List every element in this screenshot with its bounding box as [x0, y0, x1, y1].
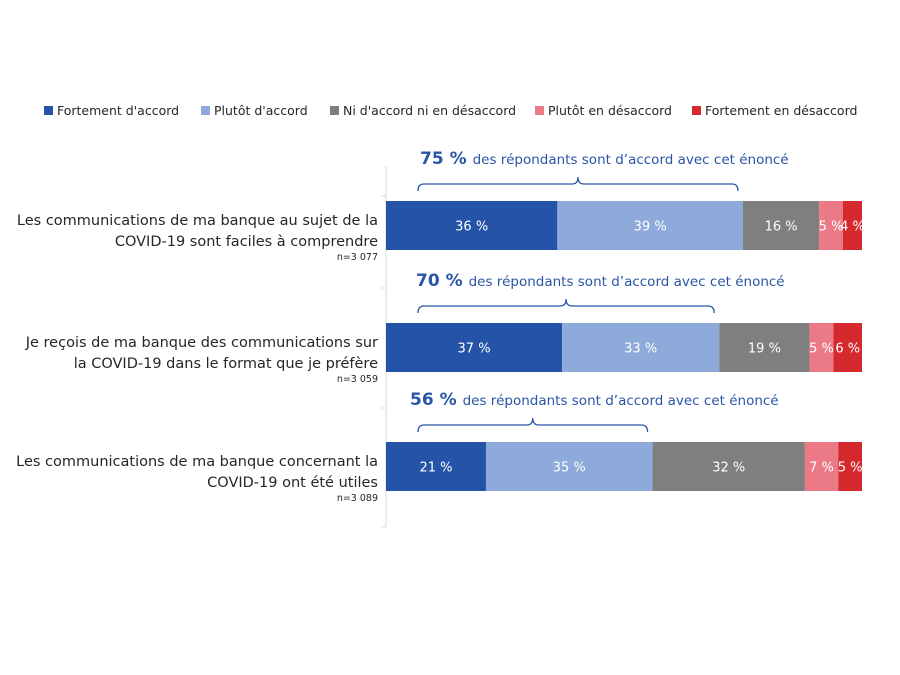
bar-segment: [743, 201, 820, 250]
category-label: Je reçois de ma banque des communication…: [25, 335, 378, 351]
legend-label: Fortement d'accord: [57, 103, 179, 118]
data-label: 39 %: [634, 220, 667, 235]
bar-row: Les communications de ma banque au sujet…: [17, 149, 865, 263]
legend-swatch: [692, 106, 701, 115]
legend-swatch: [201, 106, 210, 115]
bar-segment: [804, 442, 839, 491]
category-label: COVID-19 ont été utiles: [207, 475, 378, 491]
data-label: 16 %: [765, 220, 798, 235]
sample-size-label: n=3 059: [337, 374, 378, 385]
sample-size-label: n=3 089: [337, 493, 378, 504]
category-label: COVID-19 sont faciles à comprendre: [115, 234, 378, 250]
legend-swatch: [535, 106, 544, 115]
data-label: 5 %: [809, 342, 834, 357]
bar-row: Les communications de ma banque concerna…: [16, 390, 862, 504]
sample-size-label: n=3 077: [337, 252, 378, 263]
data-label: 21 %: [419, 461, 452, 476]
bar-segment: [386, 323, 563, 372]
agreement-percent: 56 %: [410, 390, 457, 410]
agreement-text: des répondants sont d’accord avec cet én…: [469, 274, 785, 290]
category-label: Les communications de ma banque au sujet…: [17, 213, 378, 229]
legend-swatch: [44, 106, 53, 115]
data-label: 35 %: [553, 461, 586, 476]
data-label: 19 %: [748, 342, 781, 357]
bar-segment: [485, 442, 653, 491]
data-label: 33 %: [624, 342, 657, 357]
bar-segment: [557, 201, 743, 250]
bar-segment: [833, 323, 862, 372]
data-label: 5 %: [819, 220, 844, 235]
data-label: 37 %: [458, 342, 491, 357]
bar-segment: [819, 201, 843, 250]
bar-row: Je reçois de ma banque des communication…: [25, 271, 862, 385]
legend-swatch: [330, 106, 339, 115]
bar-segment: [386, 201, 558, 250]
category-label: la COVID-19 dans le format que je préfèr…: [74, 356, 378, 372]
data-label: 7 %: [809, 461, 834, 476]
agreement-text: des répondants sont d’accord avec cet én…: [463, 393, 779, 409]
data-label: 5 %: [838, 461, 863, 476]
agreement-percent: 75 %: [420, 149, 467, 169]
bar-segment: [562, 323, 720, 372]
agreement-text: des répondants sont d’accord avec cet én…: [473, 152, 789, 168]
legend-label: Ni d'accord ni en désaccord: [343, 103, 516, 118]
legend-label: Fortement en désaccord: [705, 103, 857, 118]
category-label: Les communications de ma banque concerna…: [16, 454, 378, 470]
bar-segment: [809, 323, 834, 372]
legend-label: Plutôt en désaccord: [548, 103, 672, 118]
data-label: 4 %: [840, 220, 865, 235]
data-label: 36 %: [455, 220, 488, 235]
agreement-annotation: 56 % des répondants sont d’accord avec ce…: [410, 390, 779, 410]
bar-segment: [386, 442, 486, 491]
data-label: 6 %: [835, 342, 860, 357]
agreement-bracket: [417, 176, 739, 192]
agreement-bracket: [417, 298, 715, 314]
legend-label: Plutôt d'accord: [214, 103, 308, 118]
data-label: 32 %: [712, 461, 745, 476]
bar-segment: [842, 201, 862, 250]
agreement-bracket: [417, 417, 649, 433]
bar-segment: [838, 442, 862, 491]
agreement-annotation: 70 % des répondants sont d’accord avec ce…: [416, 271, 785, 291]
agreement-percent: 70 %: [416, 271, 463, 291]
bar-segment: [719, 323, 810, 372]
legend: Fortement d'accord Plutôt d'accord Ni d'ac…: [44, 103, 857, 118]
agreement-annotation: 75 % des répondants sont d’accord avec ce…: [420, 149, 789, 169]
bar-segment: [652, 442, 805, 491]
